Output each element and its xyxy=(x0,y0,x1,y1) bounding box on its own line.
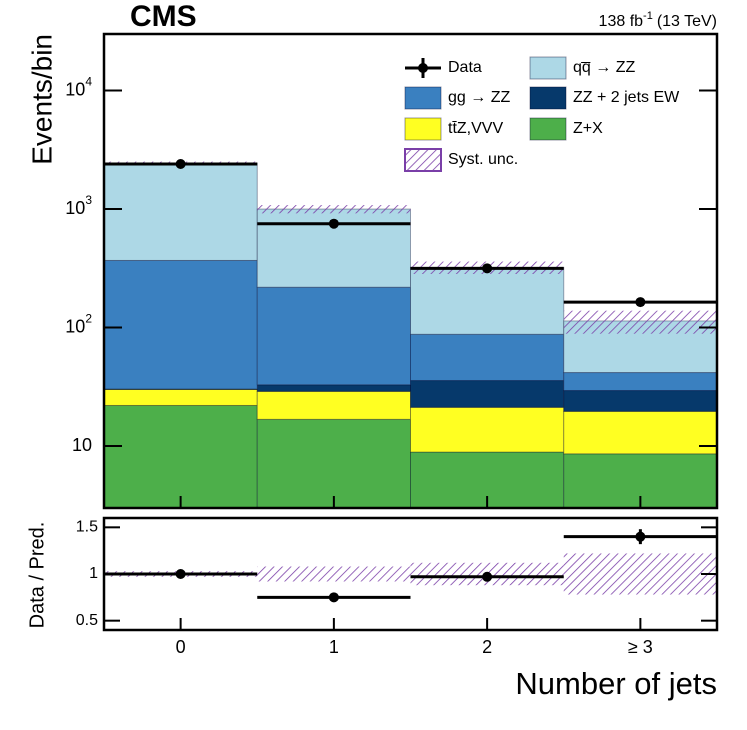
ratio-y-tick-label: 1.5 xyxy=(76,519,98,536)
legend-label: ZZ + 2 jets EW xyxy=(573,89,680,106)
y-tick-exp: 2 xyxy=(85,312,92,326)
legend-swatch xyxy=(404,148,442,172)
ratio-y-tick-label: 1 xyxy=(89,565,98,582)
stack-bar xyxy=(563,390,718,412)
legend-marker xyxy=(418,63,428,73)
legend-swatch xyxy=(404,117,442,141)
y-tick-label: 103 xyxy=(65,193,92,218)
legend-label: tt̄Z,VVV xyxy=(448,120,503,137)
legend-swatch xyxy=(529,56,567,80)
x-axis-label: Number of jets xyxy=(515,666,717,701)
y-tick-base: 10 xyxy=(65,198,85,218)
ratio-y-tick-label: 0.5 xyxy=(76,612,98,629)
lumi-value: 138 fb xyxy=(599,13,644,30)
y-tick-label: 104 xyxy=(65,75,92,100)
lumi-exp: -1 xyxy=(643,10,653,22)
legend-label: Z+X xyxy=(573,120,603,137)
data-point xyxy=(635,297,646,308)
stack-bar xyxy=(410,333,565,382)
y-tick-exp: 3 xyxy=(85,193,92,207)
y-tick-label: 102 xyxy=(65,312,92,337)
data-point xyxy=(328,218,339,229)
stack-bar xyxy=(410,406,565,453)
legend-swatch xyxy=(404,86,442,110)
ratio-y-label: Data / Pred. xyxy=(26,522,48,629)
stack-bar xyxy=(256,390,411,420)
energy: (13 TeV) xyxy=(657,13,717,30)
x-tick-label: 2 xyxy=(482,637,492,657)
stack-bar xyxy=(103,162,258,261)
legend-label: Data xyxy=(448,59,482,76)
legend-swatch xyxy=(529,86,567,110)
y-tick-base: 10 xyxy=(65,79,85,99)
stack-bar xyxy=(256,286,411,386)
y-axis-label: Events/bin xyxy=(26,34,57,165)
ratio-point xyxy=(175,569,186,579)
experiment: CMS xyxy=(130,0,197,33)
stack-bar xyxy=(103,389,258,406)
x-tick-label: 1 xyxy=(329,637,339,657)
syst-band xyxy=(563,310,717,334)
data-point xyxy=(175,158,186,169)
x-tick-label: ≥ 3 xyxy=(628,637,653,657)
stack-bar xyxy=(410,380,565,408)
legend-label: qq̅ → ZZ xyxy=(573,59,635,76)
stack-bar xyxy=(256,418,411,509)
stack-bar xyxy=(410,266,565,335)
stack-bar xyxy=(563,410,718,455)
y-tick-exp: 4 xyxy=(85,75,92,89)
legend-label: Syst. unc. xyxy=(448,151,518,168)
data-point xyxy=(482,263,493,274)
ratio-point xyxy=(482,571,493,582)
ratio-point xyxy=(328,592,339,603)
y-tick-label: 10 xyxy=(72,435,92,455)
stack-bar xyxy=(256,384,411,392)
syst-band xyxy=(257,205,411,214)
lumi: 138 fb-1 (13 TeV) xyxy=(599,10,717,30)
ratio-syst-band xyxy=(257,566,411,582)
stack-bar xyxy=(563,372,718,392)
y-tick-base: 10 xyxy=(65,316,85,336)
x-tick-label: 0 xyxy=(176,637,186,657)
stack-bar xyxy=(103,259,258,390)
stack-bar xyxy=(103,404,258,509)
ratio-point xyxy=(635,531,646,542)
legend-swatch xyxy=(529,117,567,141)
ratio-syst-band xyxy=(563,553,717,595)
legend-label: gg → ZZ xyxy=(448,89,510,106)
plot-frame xyxy=(102,32,719,510)
